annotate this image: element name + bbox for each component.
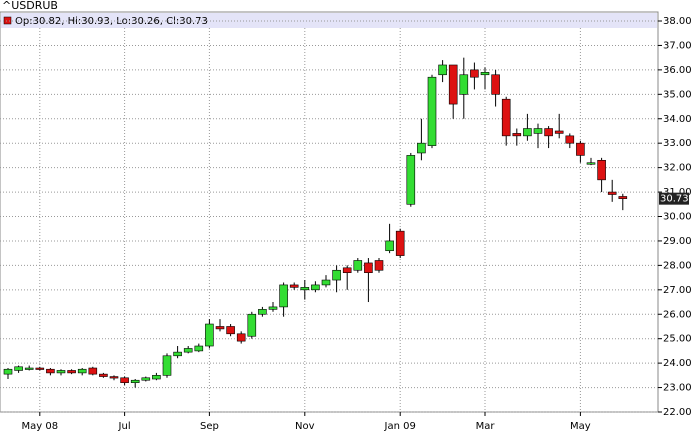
chart-title: ^USDRUB bbox=[2, 0, 58, 12]
candle-body bbox=[173, 351, 182, 357]
candle-body bbox=[109, 376, 119, 379]
y-tick-label: 29.00 bbox=[663, 236, 692, 247]
candle-body bbox=[194, 345, 204, 352]
candle-body bbox=[268, 306, 278, 310]
candle-body bbox=[427, 76, 437, 146]
y-tick-label: 24.00 bbox=[663, 358, 692, 369]
y-tick-label: 36.00 bbox=[663, 65, 692, 76]
y-tick-label: 28.00 bbox=[663, 260, 692, 271]
y-tick-label: 37.00 bbox=[663, 40, 692, 51]
y-tick-label: 32.00 bbox=[663, 163, 692, 174]
candle-body bbox=[152, 375, 161, 380]
candle-body bbox=[24, 367, 34, 370]
candle-body bbox=[544, 128, 553, 137]
x-tick-label: Jan 09 bbox=[384, 421, 416, 432]
x-tick-label: Mar bbox=[476, 421, 496, 432]
candle-body bbox=[35, 367, 45, 370]
candle-body bbox=[77, 368, 87, 374]
candle-body bbox=[512, 133, 522, 137]
candle-body bbox=[141, 377, 151, 381]
candle-body bbox=[501, 98, 511, 137]
candle-body bbox=[417, 142, 426, 154]
x-tick-label: Sep bbox=[200, 421, 219, 432]
candle-body bbox=[162, 355, 172, 376]
candle-body bbox=[480, 72, 490, 76]
y-tick-label: 33.00 bbox=[663, 138, 692, 149]
candle-body bbox=[491, 74, 500, 95]
candle-body bbox=[607, 191, 617, 195]
y-tick-label: 35.00 bbox=[663, 89, 692, 100]
candle-body bbox=[3, 368, 13, 375]
candle-body bbox=[88, 367, 98, 375]
candle-body bbox=[448, 64, 458, 105]
candle-body bbox=[470, 69, 479, 78]
y-tick-label: 25.00 bbox=[663, 334, 692, 345]
x-tick-label: Nov bbox=[295, 421, 315, 432]
candle-body bbox=[342, 267, 352, 274]
candle-body bbox=[311, 284, 320, 291]
candle-body bbox=[597, 159, 606, 181]
candle-body bbox=[374, 260, 384, 271]
x-tick-label: May 08 bbox=[22, 421, 59, 432]
y-tick-label: 34.00 bbox=[663, 114, 692, 125]
candle-body bbox=[215, 326, 225, 330]
last-price-box bbox=[659, 192, 689, 205]
candle-body bbox=[99, 373, 108, 377]
y-tick-label: 22.00 bbox=[663, 407, 692, 418]
candle-body bbox=[300, 287, 310, 291]
candle-body bbox=[321, 279, 331, 286]
candle-body bbox=[618, 196, 628, 199]
y-tick-label: 30.00 bbox=[663, 212, 692, 223]
candle-body bbox=[120, 377, 129, 383]
candle-body bbox=[247, 313, 257, 337]
candle-body bbox=[438, 64, 447, 76]
candle-body bbox=[364, 262, 373, 274]
candle-body bbox=[395, 230, 405, 256]
candle-body bbox=[56, 370, 66, 374]
last-price-label: 30.73 bbox=[660, 194, 689, 205]
y-tick-label: 31.00 bbox=[663, 187, 692, 198]
legend-band bbox=[1, 13, 657, 28]
y-tick-label: 26.00 bbox=[663, 309, 692, 320]
y-tick-label: 38.00 bbox=[663, 16, 692, 27]
candle-body bbox=[332, 269, 341, 281]
candle-body bbox=[226, 326, 235, 335]
candle-body bbox=[205, 323, 214, 347]
candle-body bbox=[289, 284, 299, 288]
candle-body bbox=[46, 368, 55, 374]
candle-body bbox=[406, 155, 416, 205]
candle-body bbox=[353, 260, 363, 271]
y-tick-label: 27.00 bbox=[663, 285, 692, 296]
candle-body bbox=[183, 348, 193, 353]
candle-body bbox=[586, 162, 596, 165]
candle-body bbox=[14, 366, 23, 371]
plot-frame bbox=[0, 11, 659, 413]
y-tick-label: 23.00 bbox=[663, 383, 692, 394]
candle-body bbox=[565, 135, 575, 144]
x-tick-label: Jul bbox=[118, 421, 131, 432]
candle-body bbox=[576, 142, 585, 156]
candle-body bbox=[130, 379, 140, 383]
candle-body bbox=[236, 333, 246, 342]
candle-body bbox=[258, 309, 267, 315]
candle-body bbox=[533, 128, 543, 134]
candle-body bbox=[67, 370, 76, 374]
candle-body bbox=[385, 240, 394, 252]
grid bbox=[0, 20, 658, 413]
candles bbox=[3, 57, 628, 388]
candle-body bbox=[523, 128, 532, 137]
candle-body bbox=[554, 130, 564, 134]
candle-body bbox=[459, 74, 469, 95]
x-tick-label: May bbox=[570, 421, 591, 432]
candle-body bbox=[279, 284, 288, 308]
